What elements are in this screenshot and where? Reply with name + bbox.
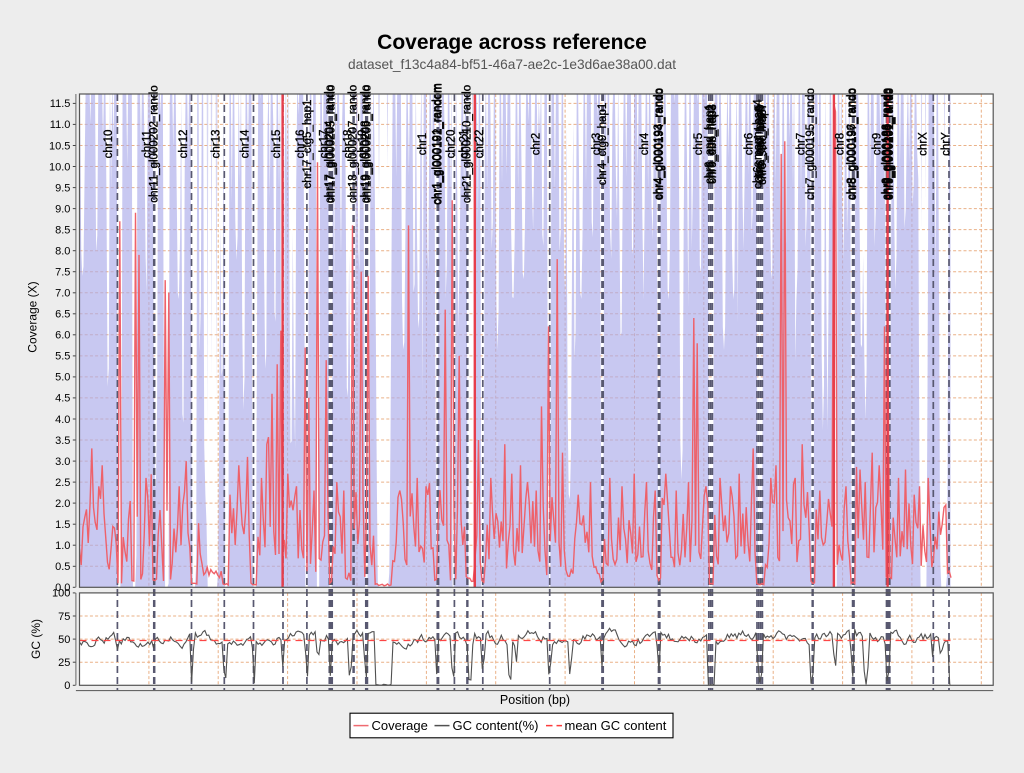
svg-text:Coverage: Coverage	[372, 718, 428, 733]
svg-text:9.5: 9.5	[55, 182, 70, 194]
svg-text:chr8: chr8	[835, 133, 847, 155]
svg-text:6.5: 6.5	[55, 309, 70, 321]
svg-text:mean GC content: mean GC content	[565, 718, 667, 733]
svg-text:100: 100	[52, 588, 70, 600]
svg-text:chr6: chr6	[743, 133, 755, 155]
svg-text:10.0: 10.0	[49, 161, 70, 173]
svg-text:chr9_gl000199_rando: chr9_gl000199_rando	[882, 88, 894, 200]
svg-text:chr5: chr5	[693, 133, 705, 155]
svg-text:chr19_gl000208_rando: chr19_gl000208_rando	[360, 85, 372, 203]
svg-text:dataset_f13c4a84-bf51-46a7-ae2: dataset_f13c4a84-bf51-46a7-ae2c-1e3d6ae3…	[348, 57, 676, 72]
svg-text:0: 0	[64, 680, 70, 692]
svg-text:5.5: 5.5	[55, 351, 70, 363]
svg-text:1.5: 1.5	[55, 519, 70, 531]
svg-text:chr4: chr4	[639, 132, 651, 155]
svg-text:chr7_gl000195_rando: chr7_gl000195_rando	[805, 88, 817, 200]
svg-text:chr17: chr17	[319, 130, 331, 159]
svg-text:3.5: 3.5	[55, 435, 70, 447]
svg-text:5.0: 5.0	[55, 372, 70, 384]
svg-text:chr17_gl000205_rando: chr17_gl000205_rando	[326, 85, 338, 203]
svg-text:75: 75	[58, 611, 70, 623]
svg-text:chr6_apd_hap1: chr6_apd_hap1	[704, 104, 716, 184]
svg-text:chr8_gl000197_rando: chr8_gl000197_rando	[847, 88, 859, 200]
svg-text:chr9_gl000201_rando: chr9_gl000201_rando	[884, 88, 896, 200]
svg-text:chr4_gl000194_rando: chr4_gl000194_rando	[654, 88, 666, 200]
svg-text:chr17_ctg5_hap1: chr17_ctg5_hap1	[302, 100, 314, 189]
svg-text:chr4_ctg9_hap1: chr4_ctg9_hap1	[597, 103, 609, 185]
svg-text:chr9_gl000198_rando: chr9_gl000198_rando	[881, 88, 893, 200]
svg-text:chr11_gl000202_rando: chr11_gl000202_rando	[149, 85, 161, 202]
svg-text:Position (bp): Position (bp)	[500, 693, 570, 707]
svg-text:chr21_gl000210_rando: chr21_gl000210_rando	[461, 85, 473, 203]
svg-text:chrX: chrX	[918, 132, 930, 156]
svg-text:7.5: 7.5	[55, 267, 70, 279]
svg-text:chr1_gl000192_random: chr1_gl000192_random	[432, 83, 444, 204]
svg-text:chr15: chr15	[271, 130, 283, 159]
svg-text:chr19_gl000209_rando: chr19_gl000209_rando	[362, 85, 374, 203]
svg-text:chr6_mcf_hap5: chr6_mcf_hap5	[754, 104, 766, 183]
svg-text:chr6_cox_hap2: chr6_cox_hap2	[706, 105, 718, 184]
svg-text:chr18: chr18	[343, 130, 355, 159]
svg-text:chr8_gl000196_rando: chr8_gl000196_rando	[846, 88, 858, 200]
svg-text:chr10: chr10	[103, 130, 115, 159]
svg-text:GC (%): GC (%)	[29, 619, 43, 659]
svg-text:3.0: 3.0	[55, 456, 70, 468]
svg-text:10.5: 10.5	[49, 140, 70, 152]
svg-text:0.0: 0.0	[55, 582, 70, 594]
svg-text:0.5: 0.5	[55, 561, 70, 573]
svg-text:chr11: chr11	[141, 130, 153, 158]
svg-text:2.0: 2.0	[55, 498, 70, 510]
svg-text:GC content(%): GC content(%)	[453, 718, 539, 733]
svg-text:chr13: chr13	[211, 130, 223, 159]
svg-text:Coverage (X): Coverage (X)	[26, 281, 40, 352]
svg-text:chr9: chr9	[871, 133, 883, 155]
svg-text:1.0: 1.0	[55, 540, 70, 552]
svg-text:50: 50	[58, 634, 70, 646]
svg-text:chr1: chr1	[417, 133, 429, 155]
svg-text:chr6_qbl_hap6: chr6_qbl_hap6	[755, 106, 767, 182]
svg-text:chr16: chr16	[295, 130, 307, 159]
svg-text:chrY: chrY	[940, 132, 952, 156]
svg-text:6.0: 6.0	[55, 330, 70, 342]
svg-text:chr14: chr14	[239, 129, 251, 158]
svg-text:8.0: 8.0	[55, 246, 70, 258]
svg-text:chr2: chr2	[531, 133, 543, 155]
svg-text:chr3: chr3	[591, 133, 603, 155]
svg-text:chr17_gl000204_rando: chr17_gl000204_rando	[324, 85, 336, 203]
svg-text:chr4_gl000193_rando: chr4_gl000193_rando	[653, 88, 665, 200]
svg-text:8.5: 8.5	[55, 224, 70, 236]
svg-text:chr19: chr19	[357, 130, 369, 159]
svg-text:chr12: chr12	[178, 130, 190, 159]
svg-text:9.0: 9.0	[55, 203, 70, 215]
svg-text:chr22: chr22	[474, 130, 486, 159]
svg-text:chr6_mann_hap4: chr6_mann_hap4	[752, 99, 764, 189]
svg-text:chr7: chr7	[796, 133, 808, 155]
svg-text:chr6_dbb_hap3: chr6_dbb_hap3	[707, 104, 719, 184]
svg-text:Coverage across reference: Coverage across reference	[377, 31, 647, 54]
svg-text:chr21: chr21	[458, 130, 470, 159]
svg-text:4.0: 4.0	[55, 414, 70, 426]
svg-text:7.0: 7.0	[55, 288, 70, 300]
svg-text:chr6_ssto_hap7: chr6_ssto_hap7	[757, 103, 769, 185]
svg-text:4.5: 4.5	[55, 393, 70, 405]
svg-text:25: 25	[58, 657, 70, 669]
svg-text:chr18_gl000207_rando: chr18_gl000207_rando	[348, 85, 360, 203]
svg-text:chr1_gl000191_random: chr1_gl000191_random	[431, 83, 443, 204]
svg-text:chr9_gl000200_rando: chr9_gl000200_rando	[883, 88, 895, 200]
svg-text:2.5: 2.5	[55, 477, 70, 489]
svg-text:11.5: 11.5	[50, 98, 71, 110]
svg-text:11.0: 11.0	[50, 119, 71, 131]
svg-text:chr20: chr20	[446, 130, 458, 159]
